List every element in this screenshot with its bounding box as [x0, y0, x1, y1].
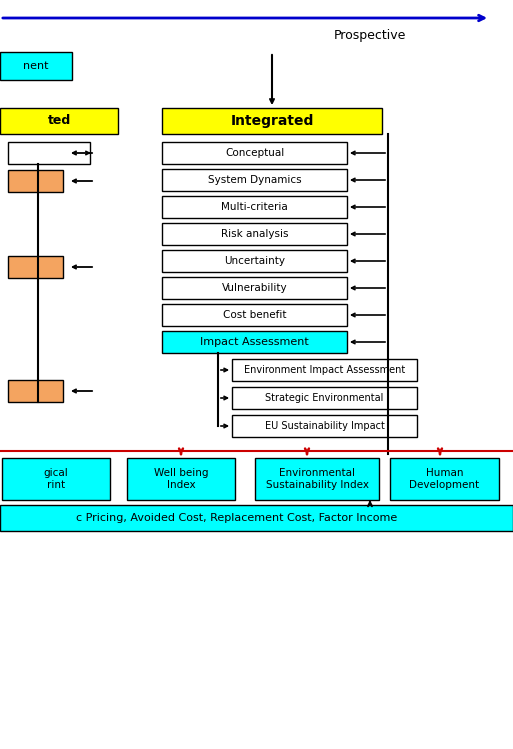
Bar	[8, 170, 63, 192]
Bar	[0, 52, 72, 80]
Text: System Dynamics: System Dynamics	[208, 175, 301, 185]
Bar	[232, 415, 417, 437]
Bar	[0, 108, 118, 134]
Text: Well being
Index: Well being Index	[154, 468, 208, 490]
Bar	[232, 387, 417, 409]
Bar	[162, 169, 347, 191]
Bar	[162, 331, 347, 353]
Bar	[162, 250, 347, 272]
Text: Vulnerability: Vulnerability	[222, 283, 287, 293]
Bar	[8, 256, 63, 278]
Text: Impact Assessment: Impact Assessment	[200, 337, 309, 347]
Text: Cost benefit: Cost benefit	[223, 310, 286, 320]
Bar	[162, 277, 347, 299]
Bar	[127, 458, 235, 500]
Text: Strategic Environmental: Strategic Environmental	[265, 393, 384, 403]
Text: Conceptual: Conceptual	[225, 148, 284, 158]
Bar	[390, 458, 499, 500]
Bar	[2, 458, 110, 500]
Bar	[162, 108, 382, 134]
Text: Environmental
Sustainability Index: Environmental Sustainability Index	[266, 468, 368, 490]
Text: c Pricing, Avoided Cost, Replacement Cost, Factor Income: c Pricing, Avoided Cost, Replacement Cos…	[76, 513, 397, 523]
Bar	[8, 380, 63, 402]
Text: Environment Impact Assessment: Environment Impact Assessment	[244, 365, 405, 375]
Text: Human
Development: Human Development	[409, 468, 480, 490]
Bar	[0, 505, 513, 531]
Text: nent: nent	[23, 61, 49, 71]
Text: Multi-criteria: Multi-criteria	[221, 202, 288, 212]
Bar	[162, 196, 347, 218]
Text: gical
rint: gical rint	[44, 468, 68, 490]
Text: EU Sustainability Impact: EU Sustainability Impact	[265, 421, 384, 431]
Bar	[8, 142, 90, 164]
Text: Risk analysis: Risk analysis	[221, 229, 288, 239]
Bar	[162, 142, 347, 164]
Text: Prospective: Prospective	[334, 28, 406, 41]
Text: Integrated: Integrated	[230, 114, 313, 128]
Bar	[162, 223, 347, 245]
Bar	[255, 458, 379, 500]
Bar	[232, 359, 417, 381]
Text: Uncertainty: Uncertainty	[224, 256, 285, 266]
Text: ted: ted	[47, 115, 71, 127]
Bar	[162, 304, 347, 326]
